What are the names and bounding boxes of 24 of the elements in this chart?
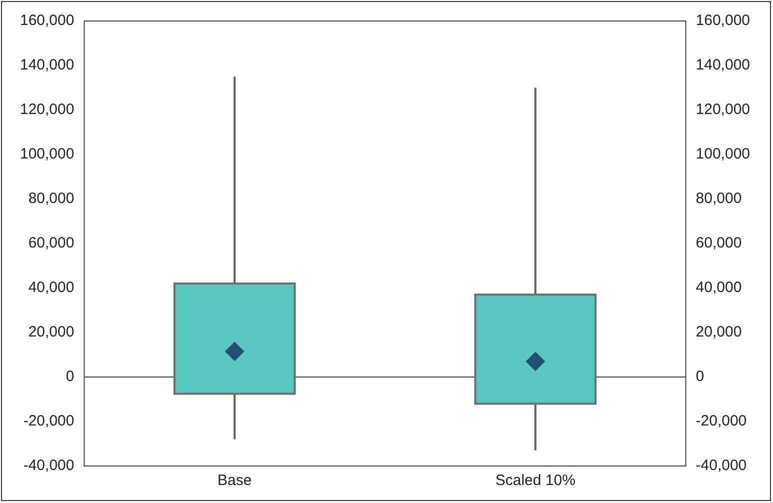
x-tick-label: Base: [218, 472, 252, 490]
x-tick-label: Scaled 10%: [495, 472, 576, 490]
y-tick-label: 0: [66, 368, 74, 386]
y2-tick-label: -40,000: [696, 457, 747, 474]
y2-tick-label: 120,000: [696, 101, 750, 118]
y2-tick-label: 60,000: [696, 234, 742, 252]
y2-tick-label: -20,000: [696, 412, 747, 430]
y-tick-label: -40,000: [23, 457, 74, 474]
y-tick-label: -20,000: [23, 412, 74, 430]
y-tick-label: 140,000: [20, 56, 74, 74]
y-tick-label: 60,000: [28, 234, 74, 252]
y-tick-label: 160,000: [20, 12, 74, 30]
y2-tick-label: 160,000: [696, 12, 750, 30]
y-tick-label: 80,000: [28, 190, 74, 208]
y2-tick-label: 20,000: [696, 324, 742, 341]
y-tick-label: 40,000: [28, 279, 74, 296]
y2-tick-label: 100,000: [696, 146, 750, 163]
y-tick-label: 120,000: [20, 101, 74, 118]
y-tick-label: 100,000: [20, 146, 74, 163]
y2-tick-label: 0: [696, 368, 704, 386]
y2-tick-label: 40,000: [696, 279, 742, 296]
y2-tick-label: 80,000: [696, 190, 742, 208]
y-tick-label: 20,000: [28, 324, 74, 341]
y2-tick-label: 140,000: [696, 56, 750, 74]
